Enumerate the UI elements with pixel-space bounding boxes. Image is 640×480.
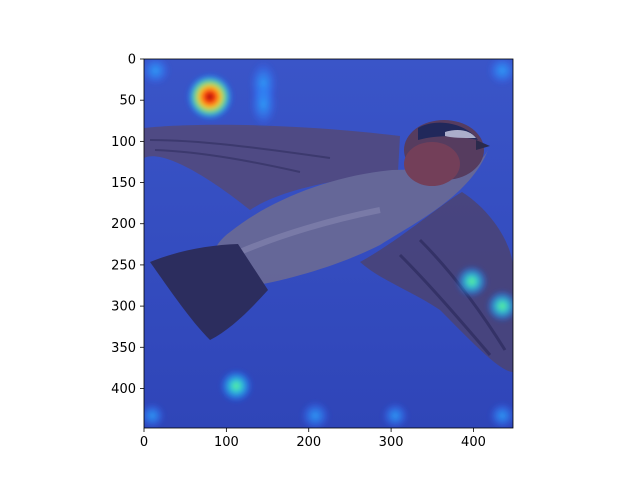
- hotspot: [488, 402, 513, 428]
- bird-silhouette: [144, 120, 513, 372]
- y-tick-label: 0: [128, 53, 136, 68]
- hotspot: [219, 368, 254, 403]
- hotspot: [381, 402, 409, 428]
- y-tick-label: 200: [111, 217, 136, 232]
- hotspot: [455, 265, 489, 298]
- hotspot: [485, 289, 513, 323]
- hotspot: [300, 400, 331, 428]
- image-frame: [143, 58, 514, 429]
- hotspot: [487, 59, 513, 86]
- hotspot: [144, 59, 171, 86]
- heatmap-hotspots: [144, 59, 513, 428]
- x-tick-label: 400: [461, 435, 486, 450]
- x-tick-label: 300: [379, 435, 404, 450]
- hotspot: [249, 82, 278, 127]
- y-tick-label: 50: [119, 94, 136, 109]
- hotspot: [185, 72, 234, 121]
- y-axis: 0 50 100 150 200 250 300 350 400: [111, 53, 144, 397]
- y-tick-label: 300: [111, 300, 136, 315]
- y-tick-label: 400: [111, 382, 136, 397]
- x-tick-label: 200: [296, 435, 321, 450]
- y-tick-label: 100: [111, 135, 136, 150]
- y-tick-label: 350: [111, 341, 136, 356]
- hotspot: [144, 402, 166, 428]
- y-tick-label: 250: [111, 258, 136, 273]
- y-tick-label: 150: [111, 176, 136, 191]
- x-tick-label: 100: [214, 435, 239, 450]
- x-tick-label: 0: [140, 435, 148, 450]
- x-axis: 0 100 200 300 400: [140, 428, 486, 450]
